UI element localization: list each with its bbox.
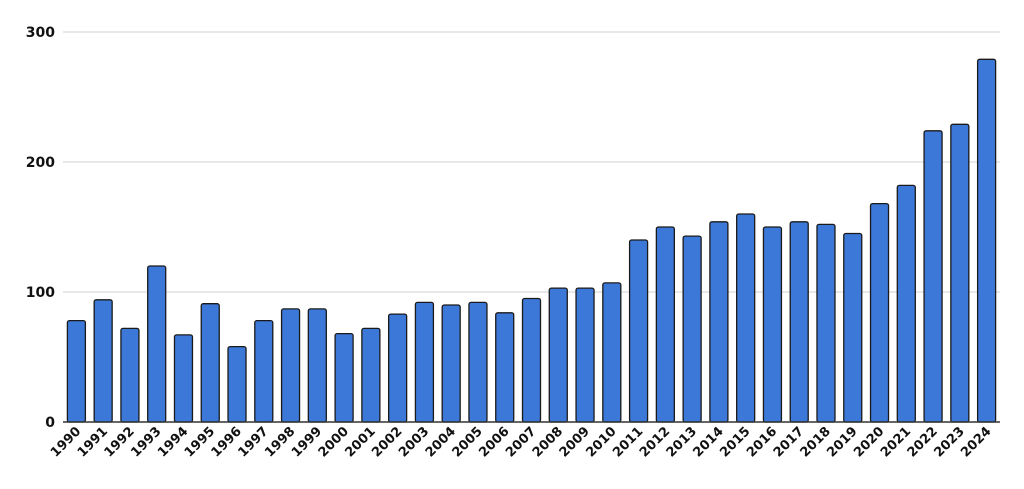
y-tick-label: 0: [45, 415, 55, 431]
bar-2012: [655, 226, 676, 423]
bar-2010: [602, 282, 622, 423]
bar-2023: [950, 123, 970, 423]
bars: [66, 58, 997, 423]
bar-1998: [280, 308, 301, 423]
bar-2006: [495, 312, 515, 423]
bar-2002: [387, 313, 408, 423]
bar-2003: [414, 301, 435, 423]
bar-2024: [976, 58, 997, 423]
bar-2015: [736, 213, 756, 423]
bar-2019: [843, 232, 863, 423]
x-axis-ticks: 1990199119921993199419951996199719981999…: [48, 424, 994, 460]
bar-2008: [548, 287, 568, 423]
bar-1999: [307, 308, 327, 423]
bar-2022: [923, 130, 943, 423]
y-axis-ticks: 0 100 200 300: [26, 25, 55, 431]
bar-1991: [93, 299, 113, 423]
x-tick-label: 2024: [958, 424, 994, 460]
bar-2016: [762, 226, 783, 423]
bar-2011: [628, 239, 649, 423]
bar-2020: [869, 202, 890, 423]
bar-2009: [575, 287, 595, 423]
bar-2014: [709, 221, 729, 423]
bar-2013: [682, 235, 702, 423]
bar-2017: [789, 221, 809, 423]
bar-2021: [896, 184, 916, 423]
bar-2001: [361, 327, 381, 423]
y-tick-label: 100: [26, 285, 55, 301]
bar-1996: [227, 345, 247, 423]
y-tick-label: 200: [26, 155, 55, 171]
bar-1994: [173, 334, 194, 423]
bar-2004: [441, 304, 461, 423]
bar-1995: [200, 303, 220, 423]
bar-2000: [334, 332, 354, 423]
bar-2005: [468, 301, 488, 423]
bar-1990: [66, 319, 87, 423]
bar-2007: [521, 297, 542, 423]
bar-1997: [254, 319, 274, 423]
bar-1992: [120, 327, 140, 423]
bar-2018: [816, 223, 836, 423]
bar-1993: [147, 265, 167, 423]
y-tick-label: 300: [26, 25, 55, 41]
